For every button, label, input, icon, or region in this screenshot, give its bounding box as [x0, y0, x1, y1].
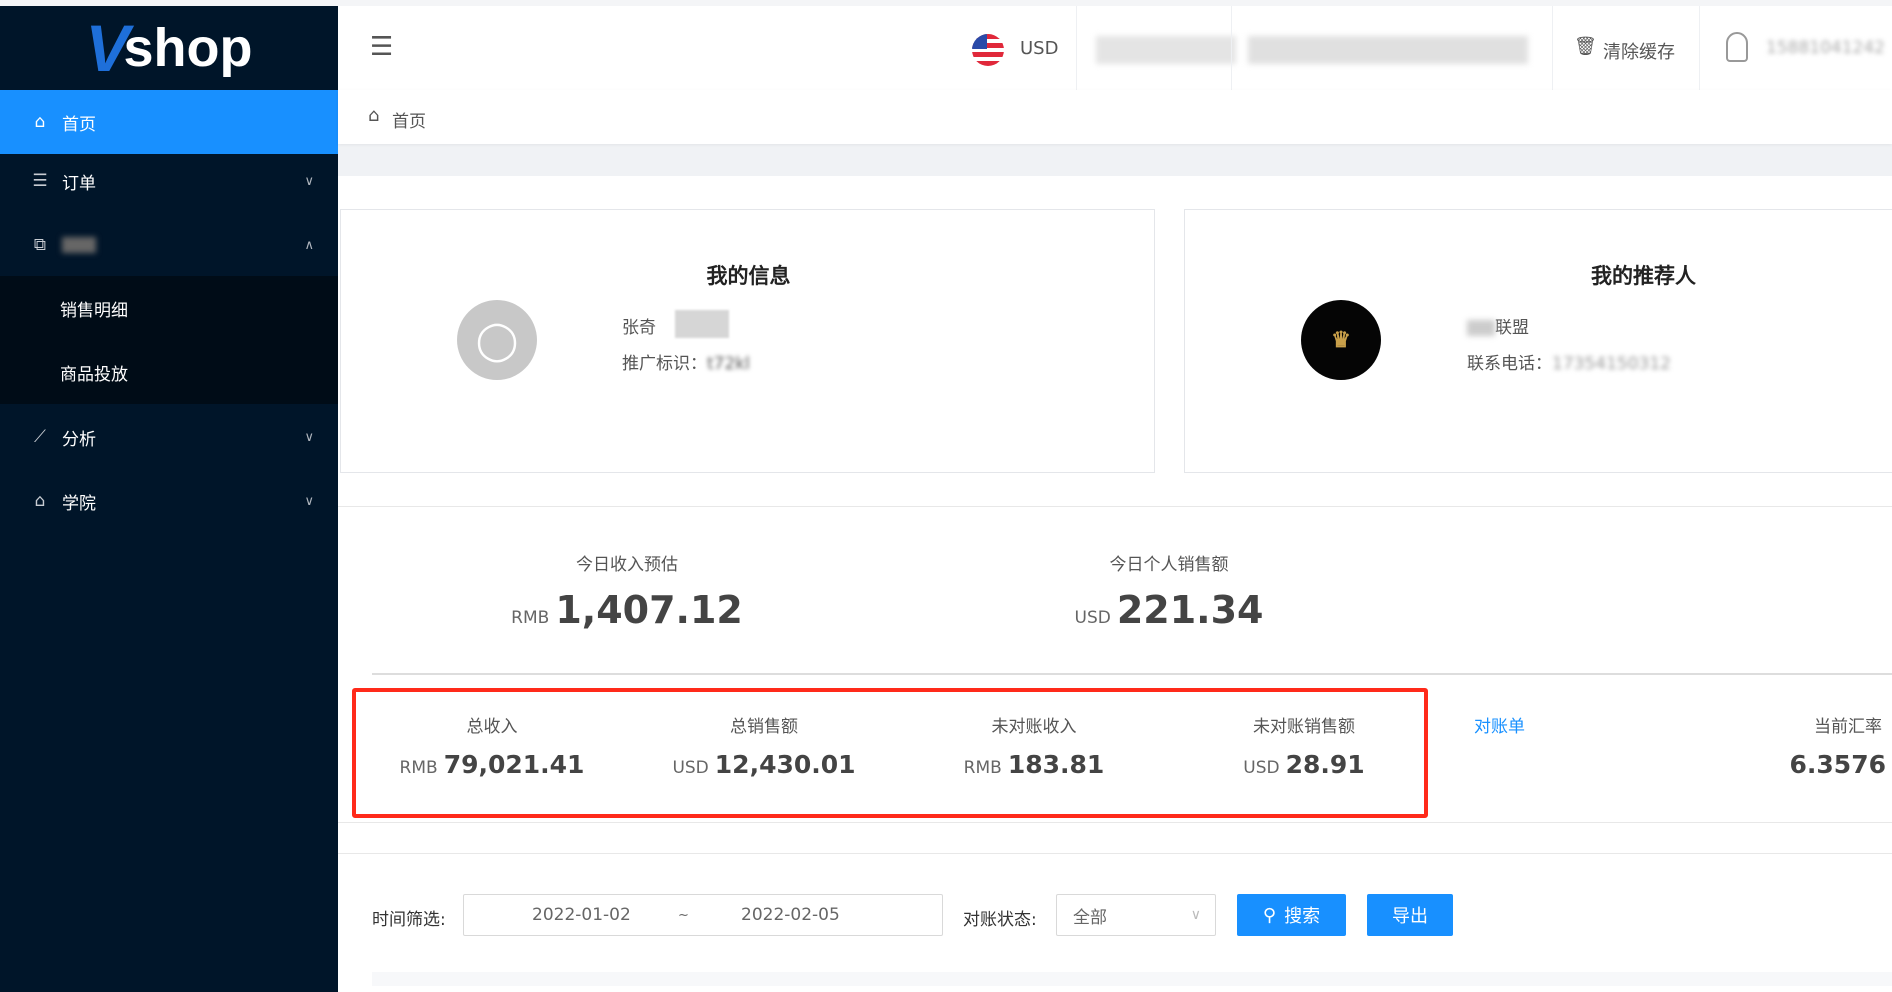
- sidebar-item-orders[interactable]: ☰ 订单 ∨: [0, 149, 338, 213]
- total-sales-label: 总销售额: [730, 717, 798, 737]
- today-income-value: RMB 1,407.12: [511, 588, 743, 632]
- exchange-rate-label: 当前汇率: [1814, 717, 1882, 737]
- blurred-label: [62, 237, 96, 253]
- sidebar-subitem-sales-detail[interactable]: 销售明细: [0, 276, 338, 340]
- currency-selector[interactable]: USD: [1020, 38, 1059, 59]
- table-area: [372, 972, 1892, 986]
- sidebar-item-home[interactable]: ⌂ 首页: [0, 90, 338, 154]
- today-income-label: 今日收入预估: [576, 555, 678, 575]
- avatar: ◯: [457, 300, 537, 380]
- divider: [338, 822, 1892, 854]
- card-title: 我的信息: [706, 264, 791, 288]
- end-date-input[interactable]: 2022-02-05: [741, 905, 840, 925]
- top-edge: [0, 0, 1892, 6]
- time-filter-label: 时间筛选:: [372, 910, 446, 930]
- sidebar-item-analysis[interactable]: ⟋ 分析 ∨: [0, 405, 338, 469]
- breadcrumb-home[interactable]: 首页: [392, 112, 426, 132]
- chevron-down-icon: ∨: [304, 429, 314, 445]
- card-title: 我的推荐人: [1591, 264, 1696, 288]
- top-header: ☰ USD 🗑 清除缓存 15881041242: [338, 6, 1892, 90]
- unreconciled-income-value: RMB 183.81: [963, 750, 1105, 779]
- cubes-icon: ⧉: [33, 235, 47, 255]
- blurred-header-item[interactable]: [1248, 36, 1528, 64]
- menu-fold-icon[interactable]: ☰: [370, 32, 394, 62]
- user-level-badge: [675, 310, 729, 338]
- user-phone[interactable]: 15881041242: [1766, 38, 1885, 58]
- sidebar-item-academy[interactable]: ⌂ 学院 ∨: [0, 469, 338, 533]
- unreconciled-sales-label: 未对账销售额: [1253, 717, 1355, 737]
- user-name: 张奇: [622, 318, 656, 338]
- divider: [372, 673, 1892, 675]
- export-button[interactable]: 导出: [1367, 894, 1453, 936]
- promo-id: 推广标识：t72kl: [622, 354, 750, 374]
- status-filter-label: 对账状态:: [963, 910, 1037, 930]
- total-income-label: 总收入: [466, 717, 518, 737]
- statement-link[interactable]: 对账单: [1474, 717, 1525, 737]
- home-icon: ⌂: [368, 105, 380, 126]
- referrer-card: 我的推荐人 ♛ 联盟 联系电话：17354150312: [1184, 209, 1892, 473]
- referrer-name: 联盟: [1467, 313, 1529, 338]
- total-sales-value: USD 12,430.01: [672, 750, 856, 779]
- unreconciled-income-label: 未对账收入: [991, 717, 1077, 737]
- total-income-value: RMB 79,021.41: [399, 750, 585, 779]
- chevron-down-icon: ∨: [304, 493, 314, 509]
- highlight-box: [352, 688, 1428, 818]
- blurred-header-item[interactable]: [1096, 36, 1236, 64]
- unreconciled-sales-value: USD 28.91: [1243, 750, 1365, 779]
- search-icon: ⚲: [1262, 904, 1277, 926]
- home-icon: ⌂: [34, 491, 46, 511]
- my-info-card: 我的信息 ◯ 张奇 推广标识：t72kl: [340, 209, 1155, 473]
- sidebar-item-products[interactable]: ⧉ ∧: [0, 213, 338, 277]
- us-flag-icon[interactable]: [972, 34, 1004, 66]
- breadcrumb: ⌂ 首页: [338, 90, 1892, 144]
- home-icon: ⌂: [34, 112, 46, 132]
- referrer-logo: ♛: [1301, 300, 1381, 380]
- chevron-down-icon: ∨: [1190, 907, 1201, 923]
- start-date-input[interactable]: 2022-01-02: [532, 905, 631, 925]
- today-sales-value: USD 221.34: [1074, 588, 1264, 632]
- chevron-down-icon: ∨: [304, 173, 314, 189]
- divider: [338, 506, 1892, 507]
- exchange-rate-value: 6.3576: [1789, 750, 1886, 779]
- clear-cache-button[interactable]: 清除缓存: [1603, 42, 1675, 63]
- chevron-up-icon: ∧: [304, 237, 314, 253]
- today-sales-label: 今日个人销售额: [1109, 555, 1229, 575]
- line-chart-icon: ⟋: [34, 427, 46, 447]
- referrer-phone: 联系电话：17354150312: [1467, 354, 1671, 374]
- search-button[interactable]: ⚲ 搜索: [1237, 894, 1346, 936]
- status-select[interactable]: 全部 ∨: [1056, 894, 1216, 936]
- list-icon: ☰: [32, 171, 48, 191]
- user-icon: [1726, 32, 1748, 62]
- date-range-picker[interactable]: 2022-01-02 ~ 2022-02-05: [463, 894, 943, 936]
- trash-icon: 🗑: [1574, 36, 1597, 57]
- sidebar-subitem-product-placement[interactable]: 商品投放: [0, 340, 338, 404]
